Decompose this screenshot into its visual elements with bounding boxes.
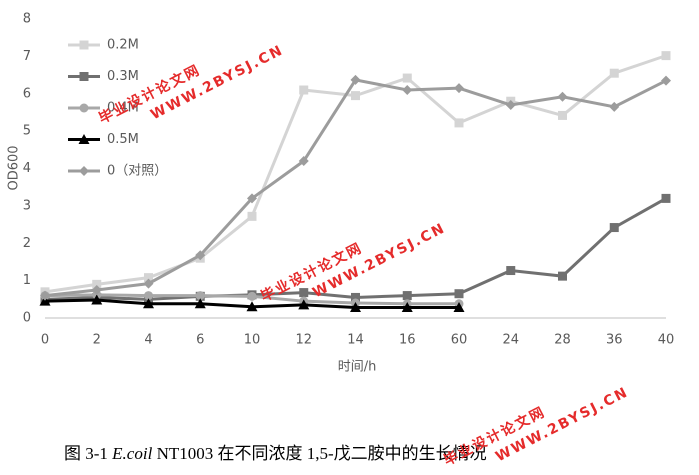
x-tick-label: 14 (347, 333, 364, 348)
marker (144, 291, 153, 301)
marker (506, 266, 516, 276)
marker (609, 101, 620, 112)
legend-label: 0.2M (107, 38, 139, 53)
x-tick-label: 28 (554, 333, 571, 348)
marker (299, 85, 309, 95)
marker (195, 250, 206, 261)
y-tick-label: 2 (23, 236, 31, 251)
x-tick-label: 40 (658, 333, 675, 348)
marker (557, 91, 568, 102)
y-tick-label: 5 (23, 124, 31, 139)
marker (247, 291, 257, 301)
marker (609, 68, 619, 78)
marker (247, 193, 257, 204)
marker (299, 288, 309, 298)
legend-label: 0（对照） (107, 164, 167, 179)
marker (78, 134, 90, 144)
x-tick-label: 12 (295, 333, 312, 348)
marker (79, 40, 89, 50)
marker (558, 271, 567, 281)
marker (39, 295, 51, 306)
marker (454, 118, 464, 128)
marker (246, 301, 258, 312)
marker (40, 290, 50, 301)
marker (402, 73, 412, 83)
marker (505, 99, 516, 110)
x-tick-label: 16 (399, 333, 416, 348)
x-tick-label: 0 (41, 333, 49, 348)
y-tick-label: 0 (23, 311, 31, 326)
x-tick-label: 4 (144, 333, 152, 348)
y-tick-label: 8 (23, 12, 31, 27)
marker (195, 291, 205, 301)
marker (453, 302, 465, 313)
y-tick-label: 6 (23, 86, 31, 101)
marker (91, 294, 103, 305)
y-axis-label: OD600 (7, 145, 22, 190)
marker (144, 273, 153, 283)
caption-part: E.coil (111, 444, 152, 463)
caption-part: 图 3-1 (64, 444, 112, 463)
marker (298, 156, 309, 167)
marker (402, 291, 412, 301)
marker (661, 193, 671, 203)
y-tick-label: 1 (23, 273, 31, 288)
legend-label: 0.5M (107, 132, 139, 147)
marker (661, 51, 671, 61)
marker (558, 110, 567, 120)
marker (350, 302, 361, 313)
marker (143, 298, 154, 309)
marker (79, 103, 89, 113)
y-tick-label: 7 (23, 49, 31, 64)
marker (92, 279, 102, 289)
marker (351, 292, 360, 302)
marker (401, 302, 413, 313)
legend-label: 0.3M (107, 69, 139, 84)
marker (247, 211, 257, 221)
marker (351, 91, 360, 101)
x-tick-label: 10 (244, 333, 261, 348)
y-tick-label: 3 (23, 198, 31, 213)
marker (454, 289, 464, 299)
marker (143, 278, 154, 289)
marker (194, 298, 206, 309)
marker (79, 72, 89, 81)
x-tick-label: 36 (606, 333, 623, 348)
x-tick-label: 6 (196, 333, 204, 348)
marker (350, 74, 361, 85)
marker (609, 223, 619, 233)
y-tick-label: 4 (23, 161, 31, 176)
x-tick-label: 60 (451, 333, 468, 348)
legend-label: 0.4M (107, 101, 139, 116)
marker (298, 299, 310, 310)
x-tick-label: 24 (502, 333, 519, 348)
marker (402, 85, 413, 96)
marker (79, 166, 89, 176)
marker (661, 75, 671, 86)
caption-part: NT1003 在不同浓度 1,5-戊二胺中的生长情况 (152, 444, 486, 463)
caption: 图 3-1 E.coil NT1003 在不同浓度 1,5-戊二胺中的生长情况 (64, 444, 487, 463)
marker (91, 284, 102, 295)
x-axis-label: 时间/h (338, 360, 377, 375)
x-tick-label: 2 (93, 333, 101, 348)
marker (454, 83, 464, 94)
